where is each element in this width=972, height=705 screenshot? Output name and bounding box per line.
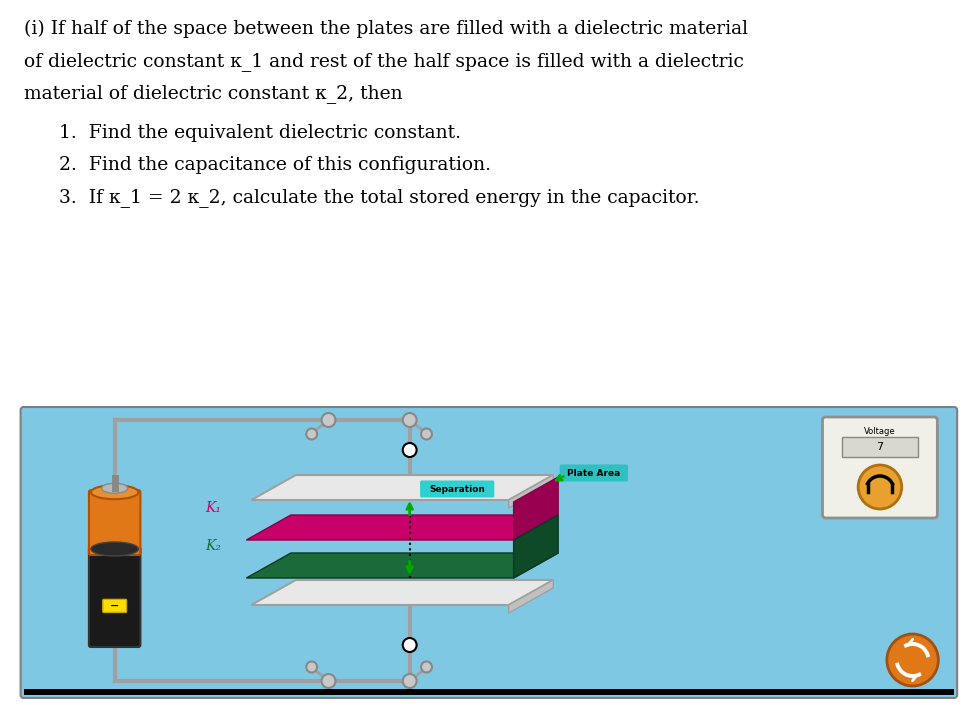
Text: Separation: Separation [430,484,485,493]
FancyBboxPatch shape [822,417,937,518]
Text: −: − [110,601,120,611]
FancyBboxPatch shape [843,437,918,457]
Circle shape [306,429,317,439]
Circle shape [858,465,902,509]
Text: K₂: K₂ [206,539,222,553]
Polygon shape [508,580,553,613]
Polygon shape [513,515,558,578]
Text: 3.  If κ_1 = 2 κ_2, calculate the total stored energy in the capacitor.: 3. If κ_1 = 2 κ_2, calculate the total s… [59,188,700,207]
Text: of dielectric constant κ_1 and rest of the half space is filled with a dielectri: of dielectric constant κ_1 and rest of t… [23,52,744,71]
Polygon shape [246,553,558,578]
Polygon shape [252,580,553,605]
FancyBboxPatch shape [420,481,495,498]
Circle shape [322,674,335,688]
Text: material of dielectric constant κ_2, then: material of dielectric constant κ_2, the… [23,84,402,103]
Circle shape [402,674,417,688]
Circle shape [402,413,417,427]
Circle shape [402,443,417,457]
Circle shape [886,634,938,686]
Text: 7: 7 [877,442,884,452]
Polygon shape [513,477,558,540]
Text: 2.  Find the capacitance of this configuration.: 2. Find the capacitance of this configur… [59,156,491,174]
Circle shape [402,638,417,652]
Ellipse shape [102,483,127,493]
FancyBboxPatch shape [103,599,126,613]
Text: K₁: K₁ [206,501,222,515]
Ellipse shape [91,542,138,556]
Text: 1.  Find the equivalent dielectric constant.: 1. Find the equivalent dielectric consta… [59,124,462,142]
FancyBboxPatch shape [560,465,628,482]
Polygon shape [252,475,553,500]
FancyBboxPatch shape [88,490,140,555]
Circle shape [306,661,317,673]
Bar [23,689,955,695]
Polygon shape [508,475,553,508]
Circle shape [421,429,432,439]
Circle shape [421,661,432,673]
Text: (i) If half of the space between the plates are filled with a dielectric materia: (i) If half of the space between the pla… [23,20,747,38]
Text: Plate Area: Plate Area [568,469,620,477]
Circle shape [322,413,335,427]
FancyBboxPatch shape [88,547,140,647]
Ellipse shape [91,485,138,499]
Polygon shape [246,515,558,540]
Text: Voltage: Voltage [864,427,896,436]
FancyBboxPatch shape [20,407,957,698]
